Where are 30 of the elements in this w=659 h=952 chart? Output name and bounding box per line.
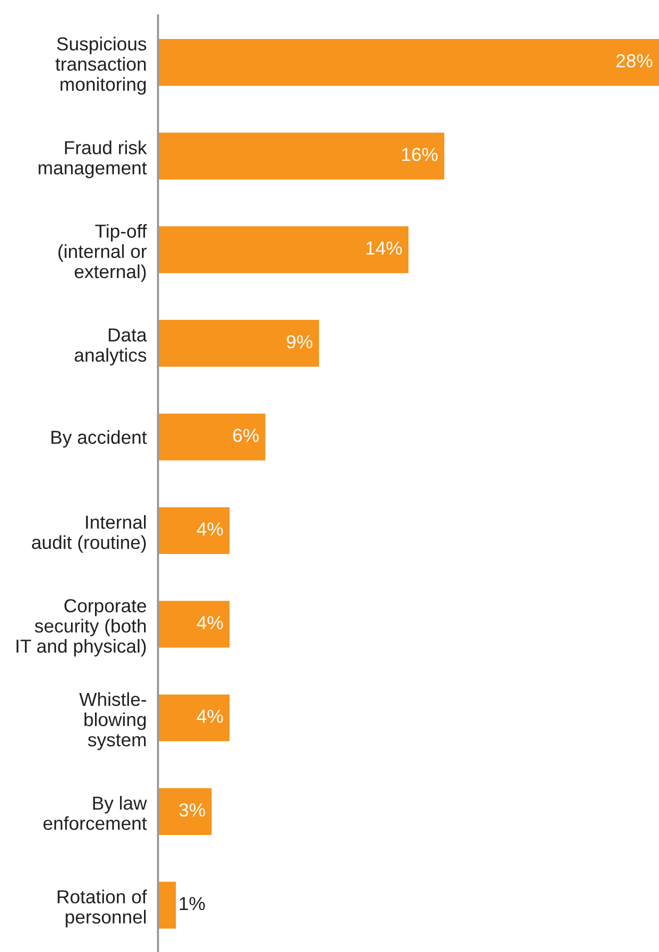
bar	[158, 694, 230, 742]
bar	[158, 414, 266, 460]
y-tick-label: Tip-off (internal or external)	[58, 224, 147, 282]
data-label: 6%	[233, 428, 259, 442]
data-label: 4%	[196, 710, 223, 723]
bar	[158, 507, 230, 554]
y-tick-label: Internal audit (routine)	[32, 515, 146, 553]
data-label: 16%	[402, 148, 438, 162]
bar	[158, 320, 320, 367]
bar	[158, 39, 659, 86]
y-tick-label: Fraud risk management	[38, 140, 147, 178]
bar	[158, 132, 444, 180]
data-label: 4%	[196, 522, 223, 536]
y-tick-label: By law enforcement	[43, 796, 147, 830]
bar	[158, 600, 230, 648]
data-label: 3%	[179, 803, 205, 817]
y-tick-label: Rotation of personnel	[58, 890, 147, 928]
data-label: 4%	[196, 616, 223, 630]
y-tick-label: Data analytics	[74, 328, 147, 366]
data-label: 9%	[286, 335, 312, 348]
y-tick-label: Whistle- blowing system	[79, 692, 146, 750]
y-tick-label: Suspicious transaction monitoring	[55, 36, 146, 95]
bar	[158, 788, 212, 835]
data-label: 14%	[366, 242, 402, 255]
data-label: 1%	[180, 897, 205, 910]
y-tick-label: By accident	[52, 430, 147, 448]
data-label: 28%	[616, 54, 652, 68]
bar	[158, 882, 176, 929]
y-tick-label: Corporate security (both IT and physical)	[16, 599, 146, 656]
bar	[158, 226, 408, 274]
